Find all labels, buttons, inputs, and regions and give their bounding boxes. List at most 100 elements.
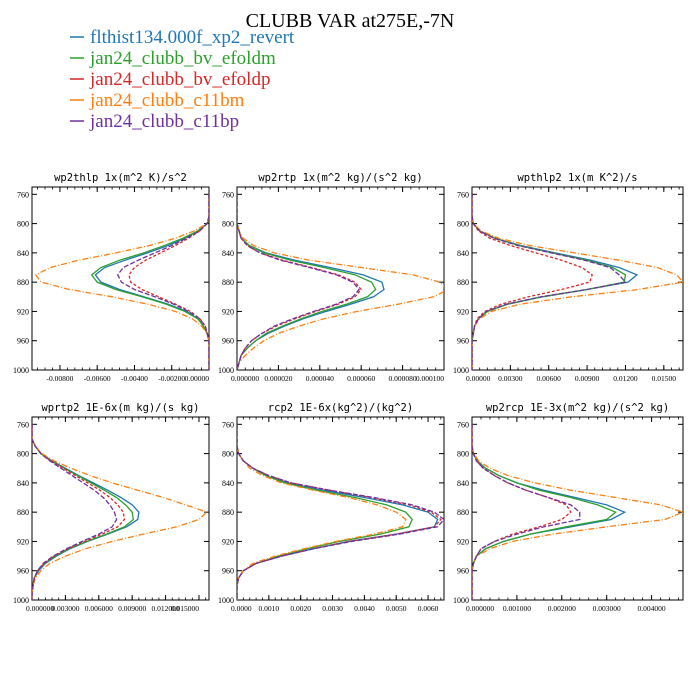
series-line [32, 424, 208, 600]
x-tick-label: 0.002000 [548, 604, 576, 613]
series-line [32, 424, 118, 600]
x-tick-label: 0.00300 [498, 374, 523, 383]
legend-label: flthist134.000f_xp2_revert [90, 27, 295, 48]
plot-frame [471, 186, 684, 371]
x-tick-label: -0.00200 [158, 374, 185, 383]
x-tick-label: 0.00900 [575, 374, 600, 383]
x-tick-label: 0.00000 [466, 374, 491, 383]
y-tick-label: 800 [17, 450, 29, 459]
panel-title: wp2rcp 1E-3x(m^2 kg)/(s^2 kg) [486, 402, 669, 414]
y-tick-label: 840 [457, 249, 469, 258]
series-line [237, 194, 360, 370]
panels: wp2thlp 1x(m^2 K)/s^2 760 800 840 880 920 960 1… [13, 172, 684, 613]
series-line [472, 194, 639, 370]
x-tick-label: 0.0050 [386, 604, 407, 613]
legend: flthist134.000f_xp2_revertjan24_clubb_bv… [70, 27, 295, 132]
plot-frame [236, 186, 445, 371]
legend-entry: flthist134.000f_xp2_revert [70, 27, 295, 48]
chart-panel: wp2rcp 1E-3x(m^2 kg)/(s^2 kg) 760 800 840 88… [453, 402, 684, 613]
x-tick-label: 0.000000 [466, 604, 494, 613]
y-tick-label: 800 [222, 450, 234, 459]
y-tick-label: 800 [457, 220, 469, 229]
chart-panel: wp2rtp 1x(m^2 kg)/(s^2 kg) 760 800 840 880 92… [218, 172, 445, 383]
x-tick-label: 0.0040 [354, 604, 375, 613]
plot-frame [471, 416, 684, 601]
series-line [472, 424, 683, 600]
series-line [237, 424, 407, 600]
series-line [32, 424, 140, 600]
legend-entry: jan24_clubb_c11bm [70, 90, 245, 111]
x-tick-label: 0.000000 [26, 604, 54, 613]
x-tick-label: 0.004000 [638, 604, 666, 613]
x-tick-label: 0.0060 [418, 604, 439, 613]
x-tick-label: 0.00600 [537, 374, 562, 383]
plot-frame [236, 416, 445, 601]
series-line [237, 194, 444, 370]
y-tick-label: 760 [222, 420, 234, 429]
x-tick-label: 0.001000 [503, 604, 531, 613]
y-tick-label: 920 [457, 307, 469, 316]
series-line [472, 194, 683, 370]
series-line [237, 194, 385, 370]
y-tick-label: 880 [222, 508, 234, 517]
y-tick-label: 960 [457, 567, 469, 576]
legend-label: jan24_clubb_c11bm [89, 90, 245, 111]
x-tick-label: 0.0000 [231, 604, 252, 613]
x-tick-label: 0.000060 [347, 374, 375, 383]
series-line [237, 424, 413, 600]
legend-label: jan24_clubb_bv_efoldm [89, 48, 276, 69]
y-tick-label: 840 [17, 249, 29, 258]
figure-title: CLUBB VAR at275E,-7N [246, 10, 455, 32]
panel-title: wp2thlp 1x(m^2 K)/s^2 [54, 172, 187, 184]
legend-entry: jan24_clubb_bv_efoldm [70, 48, 276, 69]
x-tick-label: -0.00400 [121, 374, 148, 383]
y-tick-label: 1000 [218, 366, 234, 375]
series-line [472, 424, 572, 600]
x-tick-label: 0.009000 [118, 604, 146, 613]
series-line [128, 194, 209, 370]
plot-frame [31, 186, 210, 371]
x-tick-label: 0.000100 [416, 374, 444, 383]
plot-frame [31, 416, 210, 601]
chart-panel: rcp2 1E-6x(kg^2)/(kg^2) 760 800 840 880 920 96… [218, 402, 445, 613]
y-tick-label: 880 [17, 508, 29, 517]
y-tick-label: 920 [17, 307, 29, 316]
panel-title: wprtp2 1E-6x(m kg)/(s kg) [41, 402, 199, 414]
y-tick-label: 1000 [453, 366, 469, 375]
legend-entry: jan24_clubb_bv_efoldp [70, 69, 270, 90]
y-tick-label: 840 [222, 249, 234, 258]
x-tick-label: 0.012000 [152, 604, 180, 613]
x-tick-label: -0.00800 [47, 374, 74, 383]
series-line [472, 194, 627, 370]
y-tick-label: 760 [17, 420, 29, 429]
series-line [94, 194, 209, 370]
panel-title: rcp2 1E-6x(kg^2)/(kg^2) [268, 402, 413, 414]
y-tick-label: 960 [457, 337, 469, 346]
x-tick-label: 0.006000 [85, 604, 113, 613]
y-tick-label: 1000 [13, 596, 29, 605]
y-tick-label: 880 [457, 508, 469, 517]
chart-panel: wpthlp2 1x(m K^2)/s 760 800 840 880 920 960 100… [453, 172, 684, 383]
y-tick-label: 800 [222, 220, 234, 229]
legend-entry: jan24_clubb_c11bp [70, 111, 239, 132]
y-tick-label: 840 [222, 479, 234, 488]
y-tick-label: 760 [457, 190, 469, 199]
series-line [237, 424, 442, 600]
x-tick-label: 0.000040 [306, 374, 334, 383]
x-tick-label: 0.015000 [171, 604, 199, 613]
series-line [472, 194, 593, 370]
series-line [116, 194, 209, 370]
y-tick-label: 880 [17, 278, 29, 287]
series-line [237, 194, 363, 370]
chart-panel: wprtp2 1E-6x(m kg)/(s kg) 760 800 840 880 920… [13, 402, 210, 613]
y-tick-label: 760 [222, 190, 234, 199]
series-line [32, 424, 126, 600]
x-tick-label: 0.000000 [231, 374, 259, 383]
y-tick-label: 960 [222, 567, 234, 576]
y-tick-label: 920 [17, 537, 29, 546]
series-line [237, 424, 444, 600]
y-tick-label: 800 [17, 220, 29, 229]
x-tick-label: 0.0020 [290, 604, 311, 613]
x-tick-label: 0.01200 [613, 374, 638, 383]
